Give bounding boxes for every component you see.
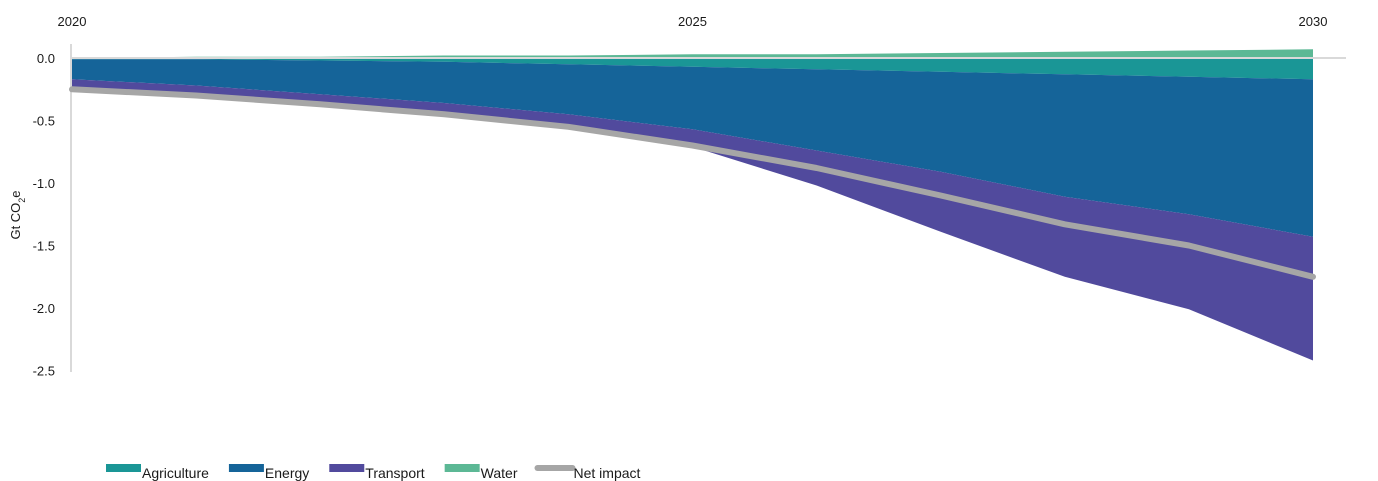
legend-swatch — [228, 464, 264, 472]
x-tick-labels: 2020 2025 2030 — [58, 14, 1328, 29]
area-agriculture — [72, 58, 1313, 80]
y-tick-label: -0.5 — [33, 114, 55, 129]
y-axis-label-tail: e — [8, 190, 23, 197]
y-tick-label: -2.0 — [33, 301, 55, 316]
legend-item-transport: Transport — [329, 464, 425, 481]
legend-label: Energy — [265, 465, 309, 481]
legend-swatch — [444, 464, 480, 472]
legend-item-agriculture: Agriculture — [106, 464, 209, 481]
x-tick-label: 2030 — [1299, 14, 1328, 29]
y-axis-label-sub: 2 — [17, 198, 27, 203]
legend-label: Water — [481, 465, 518, 481]
net-impact-layer — [69, 86, 1316, 280]
legend-label: Net impact — [574, 465, 641, 481]
y-axis-label-main: Gt CO — [8, 203, 23, 240]
y-tick-label: -1.0 — [33, 176, 55, 191]
legend-swatch — [329, 464, 365, 472]
legend-swatch — [106, 464, 141, 472]
y-tick-labels: 0.0 -0.5 -1.0 -1.5 -2.0 -2.5 — [33, 51, 55, 379]
area-transport — [72, 79, 1313, 361]
legend: Agriculture Energy Transport Water Net impac… — [106, 464, 641, 481]
y-tick-label: 0.0 — [37, 51, 55, 66]
legend-item-water: Water — [444, 464, 518, 481]
legend-item-net-impact: Net impact — [534, 465, 641, 481]
legend-item-energy: Energy — [228, 464, 309, 481]
area-energy — [72, 59, 1313, 237]
x-tick-label: 2025 — [678, 14, 707, 29]
net-impact-line — [69, 86, 1316, 280]
y-tick-label: -1.5 — [33, 239, 55, 254]
area-water — [72, 49, 1313, 58]
legend-label: Agriculture — [142, 465, 209, 481]
y-tick-label: -2.5 — [33, 364, 55, 379]
legend-label: Transport — [365, 465, 425, 481]
area-layer — [72, 49, 1313, 361]
x-tick-label: 2020 — [58, 14, 87, 29]
y-axis-label: Gt CO2e — [8, 190, 27, 239]
